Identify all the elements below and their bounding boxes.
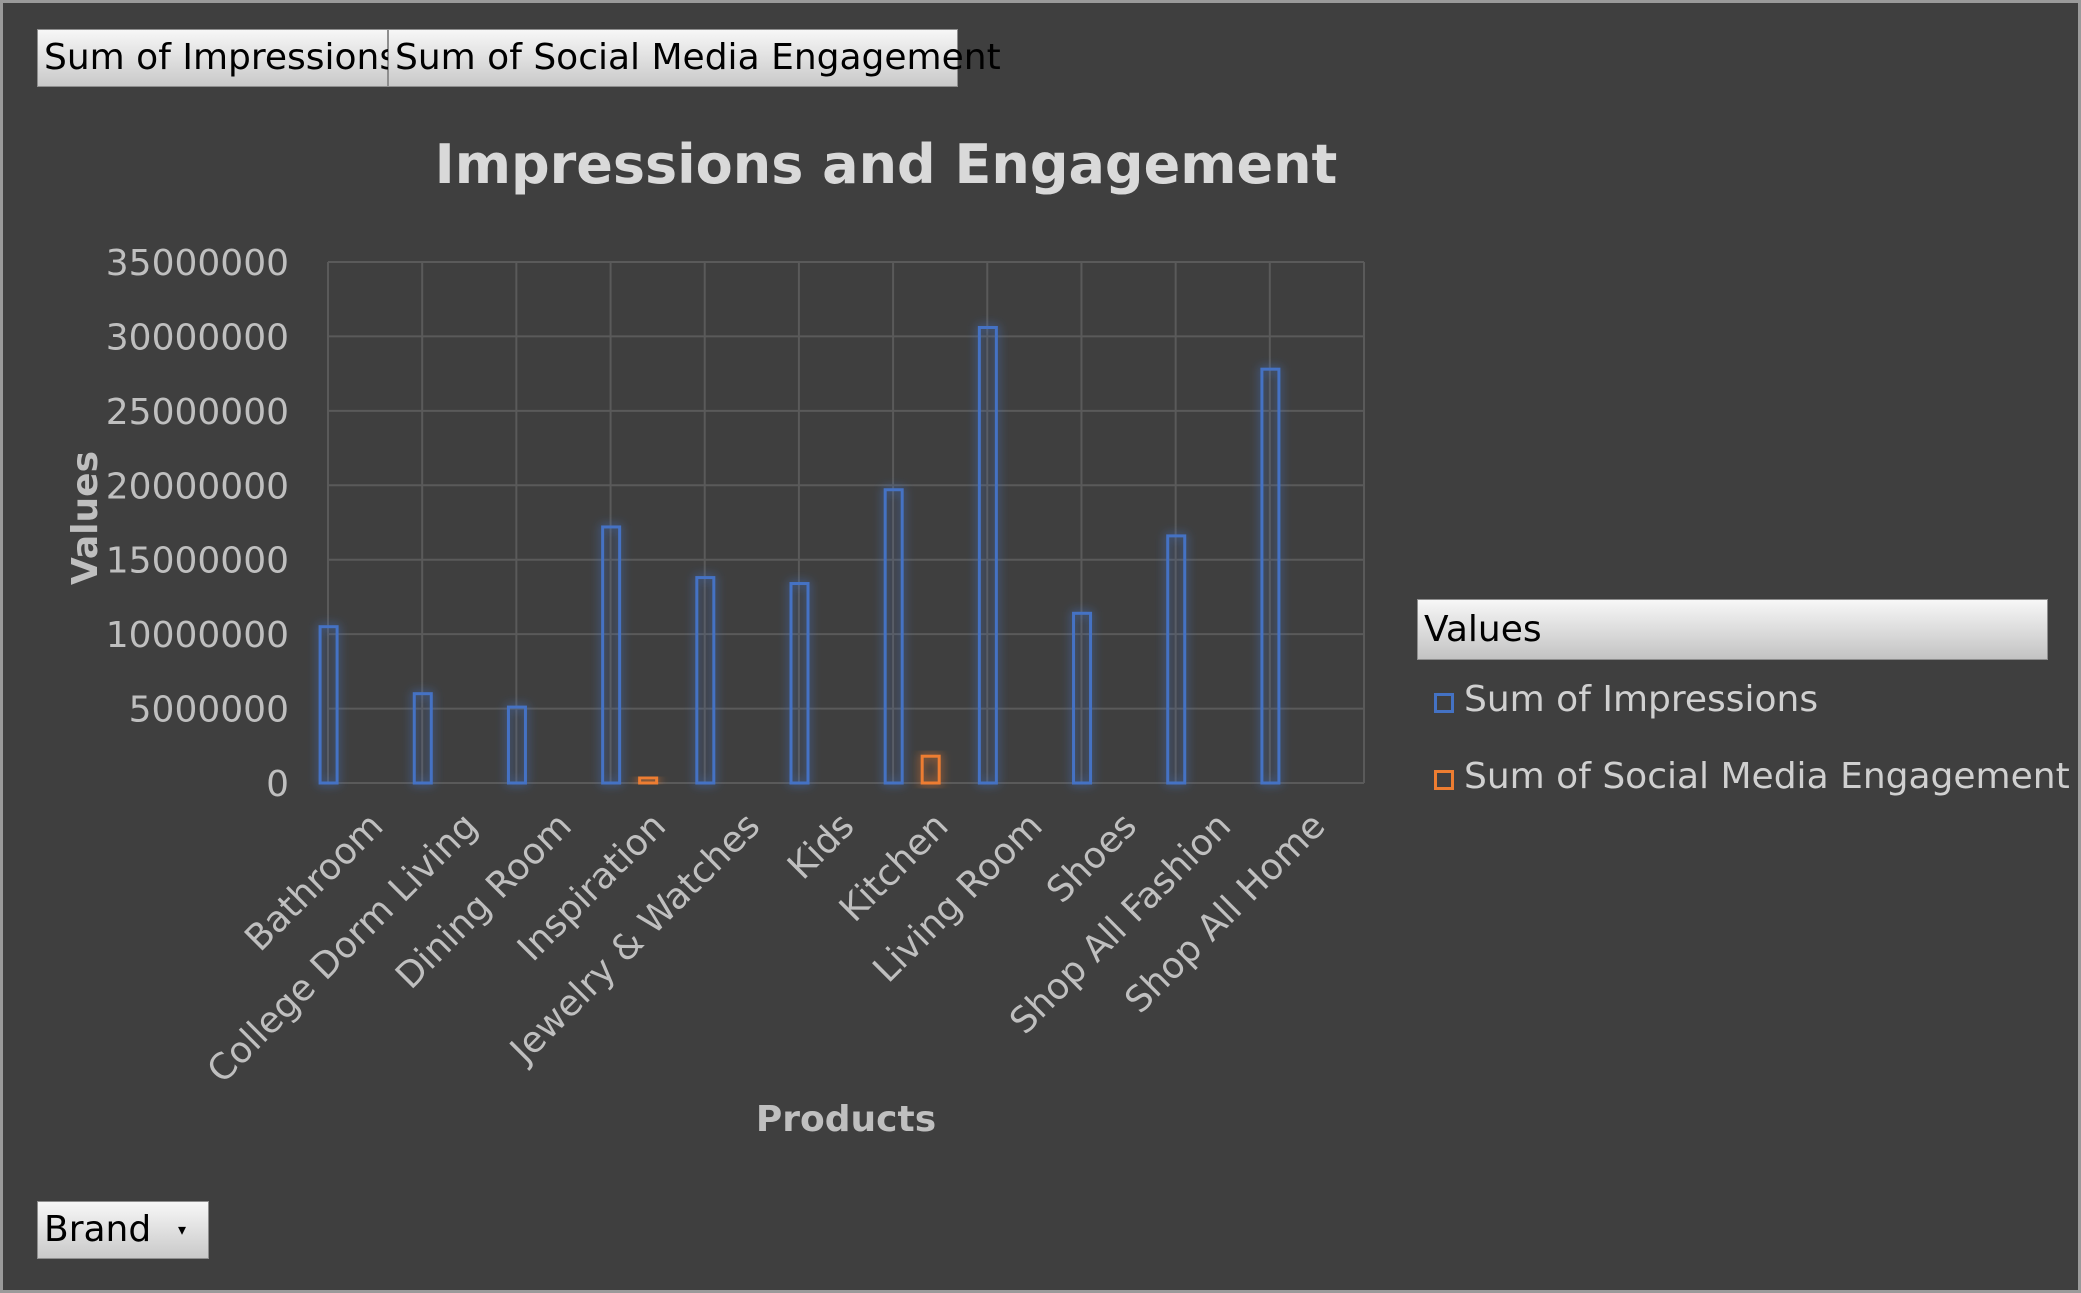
bar-impressions (789, 582, 810, 785)
y-tick-label: 5000000 (129, 690, 289, 731)
brand-filter-button[interactable]: Brand ▾ (37, 1201, 209, 1259)
chart-title: Impressions and Engagement (435, 133, 1338, 196)
x-tick-label: Kids (780, 805, 862, 887)
y-tick-label: 25000000 (106, 392, 289, 433)
bar-impressions (883, 488, 904, 785)
y-tick-label: 20000000 (106, 466, 289, 507)
y-tick-label: 35000000 (106, 243, 289, 284)
field-button-sum-of-impressions[interactable]: Sum of Impressions (37, 29, 398, 87)
y-axis-title: Values (65, 451, 106, 585)
y-tick-label: 10000000 (106, 615, 289, 656)
legend-item-impressions[interactable]: Sum of Impressions (1434, 680, 1818, 720)
bar-impressions (695, 576, 716, 785)
bar-engagement (920, 754, 941, 785)
y-tick-label: 15000000 (106, 541, 289, 582)
bar-impressions (1166, 534, 1187, 785)
field-button-sum-of-social-media-engagement[interactable]: Sum of Social Media Engagement (388, 29, 1001, 87)
bar-impressions (1072, 611, 1093, 785)
bar-engagement (638, 776, 659, 785)
x-tick-label: Living Room (865, 805, 1050, 990)
legend-swatch-impressions (1434, 693, 1454, 713)
bar-impressions (1260, 367, 1281, 785)
bar-impressions (318, 625, 339, 785)
legend-item-engagement[interactable]: Sum of Social Media Engagement (1434, 757, 2070, 797)
y-tick-label: 0 (266, 764, 289, 805)
field-button-label: Sum of Impressions (44, 37, 399, 78)
brand-filter-label: Brand (44, 1209, 152, 1250)
y-tick-label: 30000000 (106, 317, 289, 358)
legend-label: Sum of Social Media Engagement (1464, 756, 2070, 797)
dropdown-arrow-icon: ▾ (177, 1220, 186, 1239)
bar-impressions (601, 525, 622, 785)
legend-label: Sum of Impressions (1464, 679, 1819, 720)
bar-impressions (977, 325, 998, 785)
legend-swatch-engagement (1434, 770, 1454, 790)
legend-header[interactable]: Values (1417, 599, 2048, 660)
field-button-label: Sum of Social Media Engagement (395, 37, 1001, 78)
bar-impressions (412, 692, 433, 785)
bar-impressions (506, 705, 527, 785)
legend-title: Values (1424, 609, 1542, 650)
x-axis-title: Products (756, 1099, 936, 1140)
